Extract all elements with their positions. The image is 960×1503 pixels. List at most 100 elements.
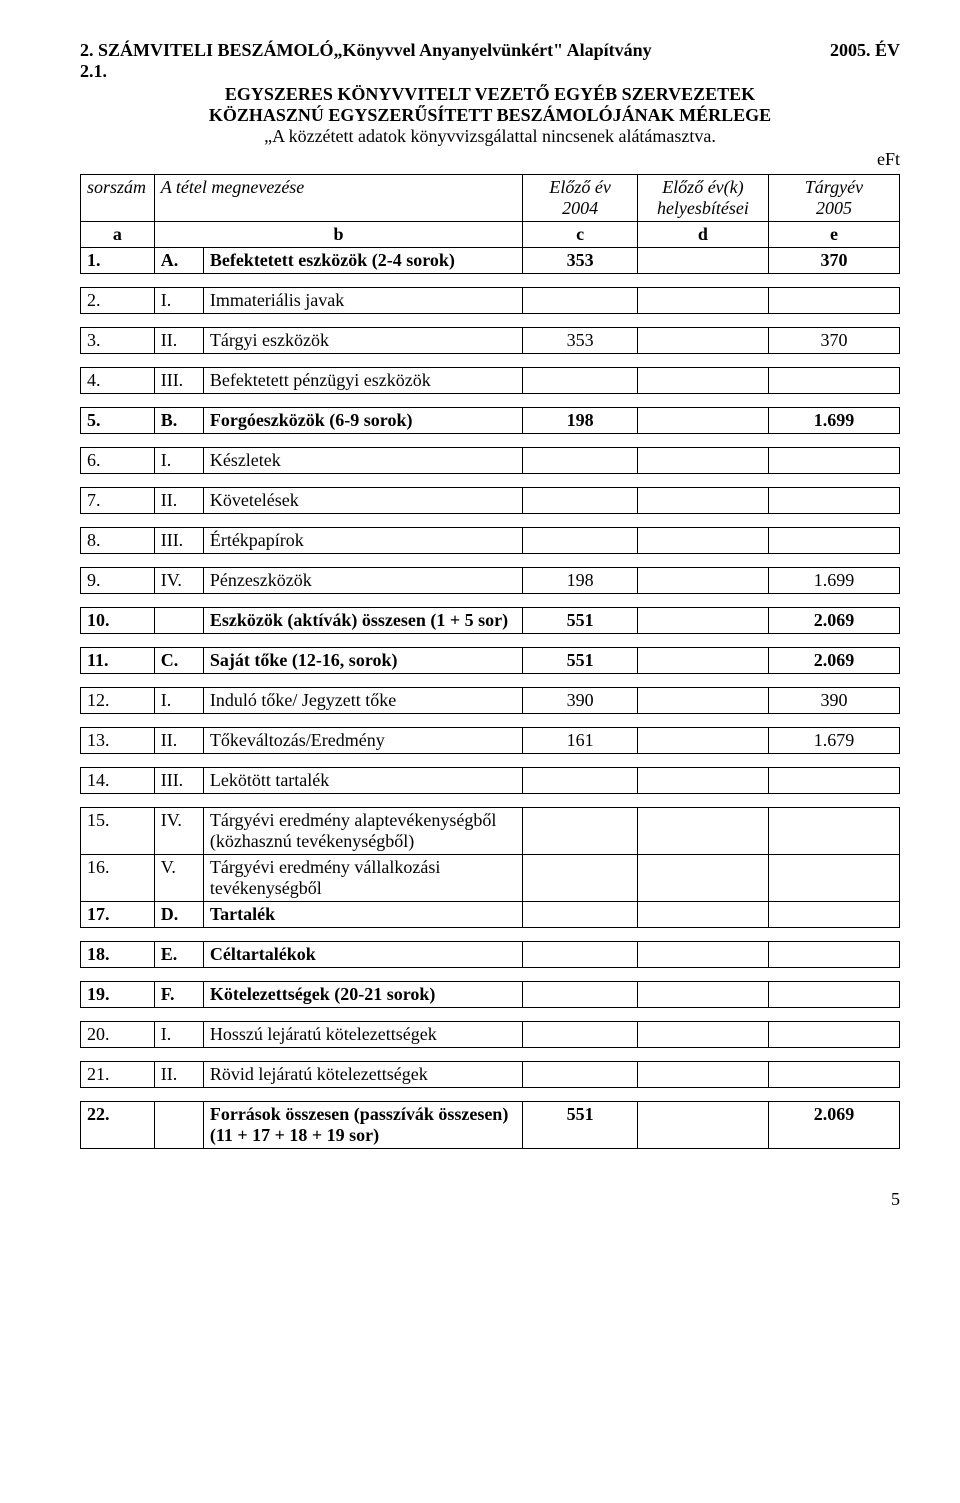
cell-num: 5. [81, 408, 155, 434]
cell-c: 551 [523, 608, 638, 634]
gap-row [81, 714, 900, 728]
table-row: 20.I.Hosszú lejáratú kötelezettségek [81, 1022, 900, 1048]
cell-code: III. [154, 528, 203, 554]
gap-row [81, 274, 900, 288]
table-row: 21.II.Rövid lejáratú kötelezettségek [81, 1062, 900, 1088]
cell-name: Induló tőke/ Jegyzett tőke [203, 688, 522, 714]
cell-name: Tőkeváltozás/Eredmény [203, 728, 522, 754]
cell-code: IV. [154, 568, 203, 594]
doc-year: 2005. ÉV [830, 40, 900, 61]
cell-code: II. [154, 488, 203, 514]
th-sorszam: sorszám [81, 175, 155, 222]
cell-c [523, 855, 638, 902]
table-row: 11.C.Saját tőke (12-16, sorok)5512.069 [81, 648, 900, 674]
gap-row [81, 928, 900, 942]
col-e: e [768, 222, 899, 248]
cell-d [637, 568, 768, 594]
cell-d [637, 288, 768, 314]
col-a: a [81, 222, 155, 248]
cell-code: V. [154, 855, 203, 902]
table-row: 1.A.Befektetett eszközök (2-4 sorok)3533… [81, 248, 900, 274]
gap-row [81, 968, 900, 982]
cell-code: IV. [154, 808, 203, 855]
cell-d [637, 448, 768, 474]
subtitle-line-3: „A közzétett adatok könyvvizsgálattal ni… [80, 126, 900, 147]
cell-d [637, 942, 768, 968]
gap-row [81, 434, 900, 448]
cell-c [523, 808, 638, 855]
col-c: c [523, 222, 638, 248]
gap-row [81, 314, 900, 328]
cell-c: 390 [523, 688, 638, 714]
th-targyev-year: 2005 [816, 198, 852, 218]
cell-d [637, 1102, 768, 1149]
cell-e: 390 [768, 688, 899, 714]
page-number: 5 [80, 1189, 900, 1210]
table-header-row: sorszám A tétel megnevezése Előző év 200… [81, 175, 900, 222]
cell-name: Eszközök (aktívák) összesen (1 + 5 sor) [203, 608, 522, 634]
gap-row [81, 594, 900, 608]
cell-c: 161 [523, 728, 638, 754]
cell-e [768, 528, 899, 554]
cell-code [154, 608, 203, 634]
cell-e [768, 855, 899, 902]
cell-num: 10. [81, 608, 155, 634]
th-elozo-ev-year: 2004 [562, 198, 598, 218]
table-row: 13.II.Tőkeváltozás/Eredmény1611.679 [81, 728, 900, 754]
cell-name: Befektetett eszközök (2-4 sorok) [203, 248, 522, 274]
table-letter-row: a b c d e [81, 222, 900, 248]
cell-code: III. [154, 768, 203, 794]
gap-row [81, 554, 900, 568]
cell-num: 22. [81, 1102, 155, 1149]
cell-name: Rövid lejáratú kötelezettségek [203, 1062, 522, 1088]
cell-c: 353 [523, 328, 638, 354]
cell-e [768, 1062, 899, 1088]
table-row: 5.B.Forgóeszközök (6-9 sorok)1981.699 [81, 408, 900, 434]
cell-e: 1.699 [768, 408, 899, 434]
cell-code: A. [154, 248, 203, 274]
cell-d [637, 368, 768, 394]
table-row: 22.Források összesen (passzívák összesen… [81, 1102, 900, 1149]
cell-d [637, 1062, 768, 1088]
table-row: 9.IV.Pénzeszközök1981.699 [81, 568, 900, 594]
col-b: b [154, 222, 523, 248]
cell-num: 15. [81, 808, 155, 855]
cell-name: Követelések [203, 488, 522, 514]
cell-e [768, 368, 899, 394]
cell-num: 9. [81, 568, 155, 594]
cell-name: Értékpapírok [203, 528, 522, 554]
cell-code: I. [154, 688, 203, 714]
cell-e [768, 808, 899, 855]
cell-d [637, 728, 768, 754]
cell-e: 2.069 [768, 648, 899, 674]
gap-row [81, 474, 900, 488]
cell-code: B. [154, 408, 203, 434]
cell-e [768, 902, 899, 928]
cell-d [637, 688, 768, 714]
unit-label: eFt [80, 149, 900, 170]
cell-d [637, 768, 768, 794]
cell-code: II. [154, 728, 203, 754]
cell-d [637, 528, 768, 554]
cell-c: 198 [523, 568, 638, 594]
th-elozo-evk: Előző év(k) helyesbítései [637, 175, 768, 222]
cell-num: 8. [81, 528, 155, 554]
cell-e [768, 288, 899, 314]
cell-code: E. [154, 942, 203, 968]
subtitle-line-1: EGYSZERES KÖNYVVITELT VEZETŐ EGYÉB SZERV… [80, 84, 900, 105]
cell-num: 19. [81, 982, 155, 1008]
cell-c [523, 288, 638, 314]
cell-d [637, 982, 768, 1008]
cell-name: Befektetett pénzügyi eszközök [203, 368, 522, 394]
cell-e: 2.069 [768, 608, 899, 634]
cell-name: Immateriális javak [203, 288, 522, 314]
table-row: 18.E.Céltartalékok [81, 942, 900, 968]
cell-code: F. [154, 982, 203, 1008]
cell-name: Tárgyévi eredmény vállalkozási tevékenys… [203, 855, 522, 902]
cell-d [637, 855, 768, 902]
cell-num: 12. [81, 688, 155, 714]
cell-num: 17. [81, 902, 155, 928]
cell-name: Tartalék [203, 902, 522, 928]
cell-name: Lekötött tartalék [203, 768, 522, 794]
cell-d [637, 808, 768, 855]
